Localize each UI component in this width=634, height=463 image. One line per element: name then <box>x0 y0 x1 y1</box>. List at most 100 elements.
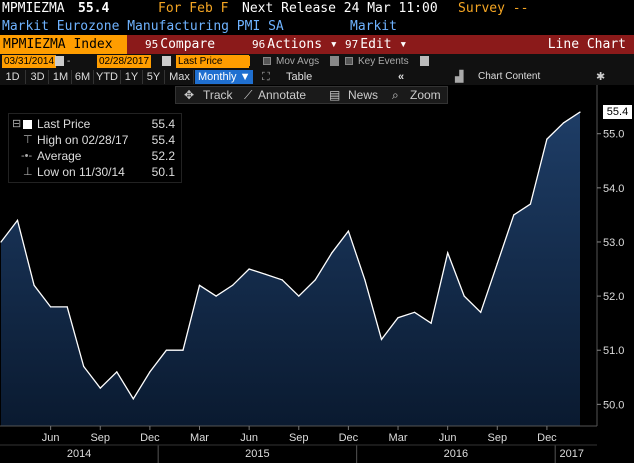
x-tick-label: Mar <box>190 432 209 444</box>
high-marker-icon: ⊤ <box>23 134 33 146</box>
table-button[interactable]: Table <box>286 71 313 83</box>
collapse-button[interactable]: « <box>398 71 405 83</box>
data-point <box>33 284 35 286</box>
y-tick-label: 52.0 <box>603 291 624 303</box>
legend-swatch <box>23 120 32 129</box>
data-point <box>463 295 465 297</box>
end-date-input[interactable]: 02/28/2017 <box>97 55 152 68</box>
chart-content-button[interactable]: Chart Content <box>478 71 541 82</box>
collapse-icon[interactable]: ⊟ <box>12 118 22 130</box>
mov-avgs-checkbox[interactable] <box>263 57 271 65</box>
next-release: Next Release 24 Mar 11:00 <box>242 1 438 16</box>
header-bar: MPMIEZMA 55.4 For Feb F Next Release 24 … <box>0 0 634 18</box>
chart-legend: ⊟ Last Price 55.4 ⊤ High on 02/28/17 55.… <box>8 113 182 183</box>
data-point <box>99 387 101 389</box>
data-point <box>281 279 283 281</box>
period-1m[interactable]: 1M <box>50 70 72 84</box>
x-tick-label: Dec <box>537 432 557 444</box>
low-marker-icon: ⊥ <box>23 166 33 178</box>
last-price-tag: 55.4 <box>603 105 632 120</box>
chart-area[interactable]: 50.0 51.0 52.0 53.0 54.0 55.0 Jun Sep Dec Mar Jun S… <box>0 85 634 463</box>
x-tick-label: Jun <box>240 432 258 444</box>
last-value: 55.4 <box>78 1 110 16</box>
y-tick-label: 53.0 <box>603 237 624 249</box>
field-select[interactable]: Last Price <box>176 55 249 68</box>
data-point <box>380 338 383 340</box>
y-tick-label: 50.0 <box>603 399 624 411</box>
edit-button[interactable]: 97 Edit ▾ <box>345 37 408 52</box>
caret-down-icon: ▼ <box>239 71 251 83</box>
dropdown-icon[interactable] <box>420 56 429 66</box>
gear-icon[interactable]: ✱ <box>596 71 606 83</box>
calendar-icon[interactable] <box>162 56 171 66</box>
compare-button[interactable]: 95 Compare <box>145 37 216 52</box>
security-input[interactable]: MPMIEZMA Index <box>0 35 127 54</box>
security-description: Markit Eurozone Manufacturing PMI SA <box>2 19 284 34</box>
news-icon: ▤ <box>329 88 341 102</box>
zoom-button[interactable]: Zoom <box>410 88 441 102</box>
data-point <box>116 371 118 373</box>
data-point <box>513 214 515 216</box>
data-point <box>16 219 19 221</box>
x-tick-label: Jun <box>42 432 60 444</box>
period-6m[interactable]: 6M <box>72 70 94 84</box>
start-date-input[interactable]: 03/31/2014 <box>2 55 57 68</box>
data-point <box>66 306 68 308</box>
data-point <box>265 273 267 275</box>
year-label: 2017 <box>559 448 583 460</box>
description-bar: Markit Eurozone Manufacturing PMI SA Mar… <box>0 18 634 35</box>
chart-type-label[interactable]: Line Chart <box>547 37 626 52</box>
data-point <box>347 230 349 232</box>
chart-content-icon: ▟ <box>455 71 464 83</box>
data-point <box>83 365 85 368</box>
area-fill <box>1 112 580 426</box>
dropdown-icon[interactable] <box>330 56 339 66</box>
data-point <box>447 252 449 254</box>
y-tick-label: 55.0 <box>603 129 624 141</box>
dropdown-icon[interactable] <box>241 56 250 66</box>
data-point <box>0 241 2 243</box>
legend-item[interactable]: ⊟ Last Price 55.4 <box>12 117 175 131</box>
period-5y[interactable]: 5Y <box>143 70 165 84</box>
data-point <box>397 317 399 319</box>
calendar-icon[interactable] <box>55 56 64 66</box>
data-point <box>579 111 581 113</box>
period-1d[interactable]: 1D <box>0 70 26 84</box>
data-point <box>248 268 250 270</box>
chart-svg: 50.0 51.0 52.0 53.0 54.0 55.0 Jun Sep Dec Mar Jun S… <box>0 85 634 463</box>
track-button[interactable]: Track <box>203 88 233 102</box>
data-point <box>546 138 548 140</box>
data-point <box>149 371 151 373</box>
data-point <box>215 295 217 297</box>
frequency-select[interactable]: Monthly ▼ <box>195 70 253 84</box>
period-ytd[interactable]: YTD <box>94 70 121 84</box>
year-label: 2015 <box>245 448 269 460</box>
data-point <box>364 279 366 281</box>
move-icon: ✥ <box>184 88 195 102</box>
data-point <box>414 311 416 313</box>
caret-down-icon: ▾ <box>391 37 408 52</box>
data-point <box>182 349 184 351</box>
legend-item: ⊤ High on 02/28/17 55.4 <box>23 133 175 147</box>
actions-button[interactable]: 96 Actions ▾ <box>252 37 338 52</box>
date-separator: - <box>67 56 71 67</box>
annotate-button[interactable]: Annotate <box>258 88 307 102</box>
x-tick-label: Jun <box>439 432 457 444</box>
average-marker-icon: -•- <box>21 150 33 162</box>
period-max[interactable]: Max <box>166 70 194 84</box>
data-point <box>529 203 532 205</box>
news-button[interactable]: News <box>348 88 379 102</box>
annotate-icon: ⟋ <box>244 88 253 102</box>
data-point <box>480 311 482 313</box>
key-events-label: Key Events <box>358 56 409 67</box>
data-point <box>331 252 333 254</box>
data-point <box>496 263 498 265</box>
key-events-checkbox[interactable] <box>345 57 353 65</box>
series-line <box>0 111 581 401</box>
data-point <box>430 322 432 324</box>
x-tick-label: Sep <box>90 432 110 444</box>
chart-icon[interactable]: ⛶ <box>262 71 270 83</box>
data-point <box>50 306 52 308</box>
period-1y[interactable]: 1Y <box>121 70 143 84</box>
period-3d[interactable]: 3D <box>27 70 49 84</box>
